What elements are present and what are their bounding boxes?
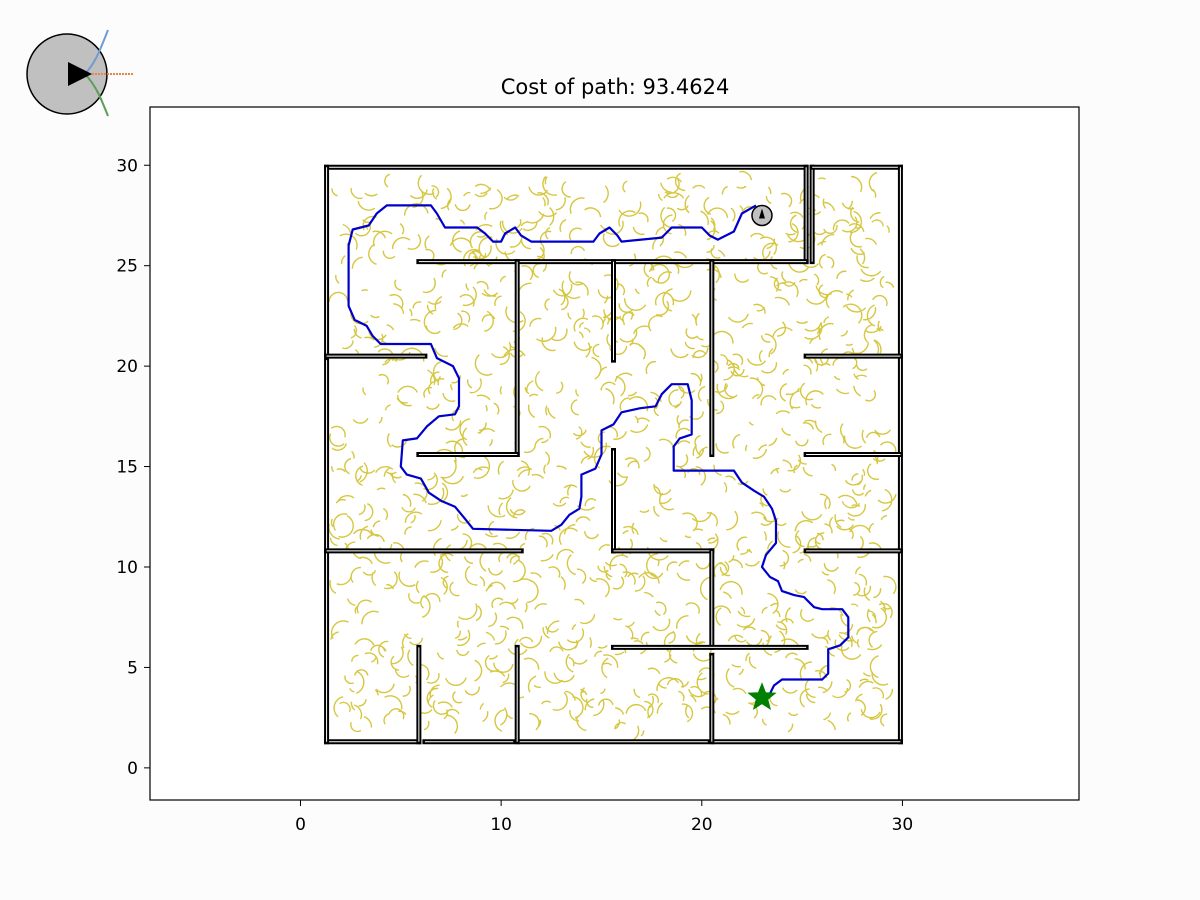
chart-title: Cost of path: 93.4624 [501, 75, 730, 99]
robot-heading-arrow [758, 208, 765, 219]
planned-path [347, 204, 850, 694]
x-tick-label: 0 [295, 815, 306, 835]
y-tick-label: 0 [127, 759, 138, 779]
markers-layer [747, 204, 777, 711]
y-tick-label: 25 [116, 257, 138, 277]
maze-walls [324, 164, 903, 745]
planned-path-layer [347, 204, 850, 694]
y-tick-label: 15 [116, 458, 138, 478]
x-tick-label: 20 [691, 815, 713, 835]
x-tick-label: 30 [892, 815, 914, 835]
robot-pose-legend-icon [26, 29, 134, 117]
y-tick-label: 10 [116, 558, 138, 578]
y-tick-label: 30 [116, 156, 138, 176]
x-tick-label: 10 [490, 815, 512, 835]
goal-star-marker [747, 682, 777, 711]
y-tick-label: 5 [127, 658, 138, 678]
y-tick-label: 20 [116, 357, 138, 377]
axis-ticks: 0 10 20 30 0 5 10 15 20 25 30 [116, 156, 913, 835]
